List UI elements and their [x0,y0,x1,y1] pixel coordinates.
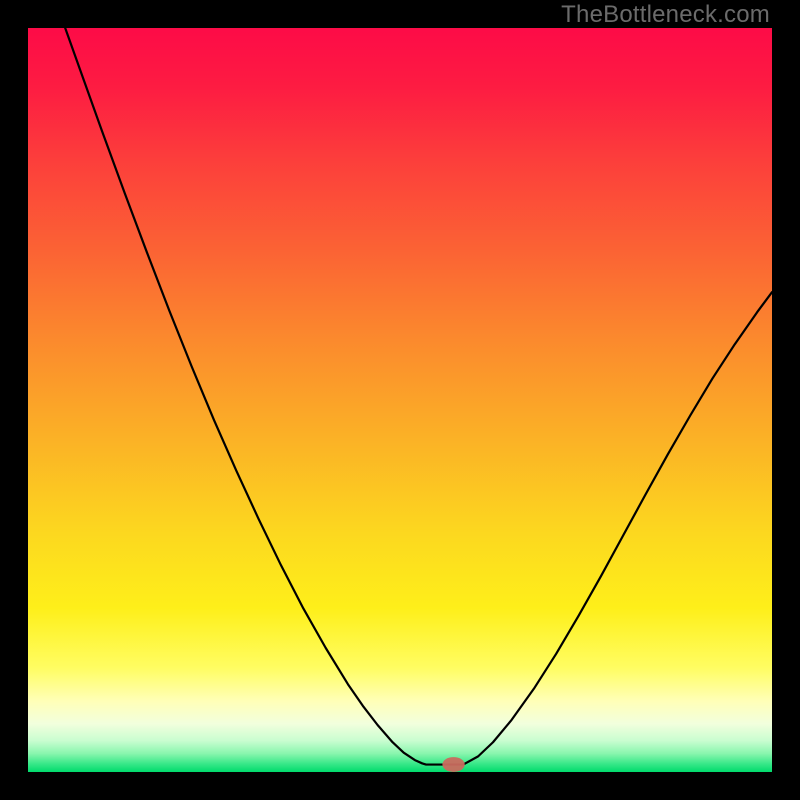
bottleneck-curve-chart [28,28,772,772]
optimal-point-marker [442,757,464,772]
plot-area [28,28,772,772]
gradient-background [28,28,772,772]
chart-frame: TheBottleneck.com [0,0,800,800]
watermark-text: TheBottleneck.com [561,1,770,29]
